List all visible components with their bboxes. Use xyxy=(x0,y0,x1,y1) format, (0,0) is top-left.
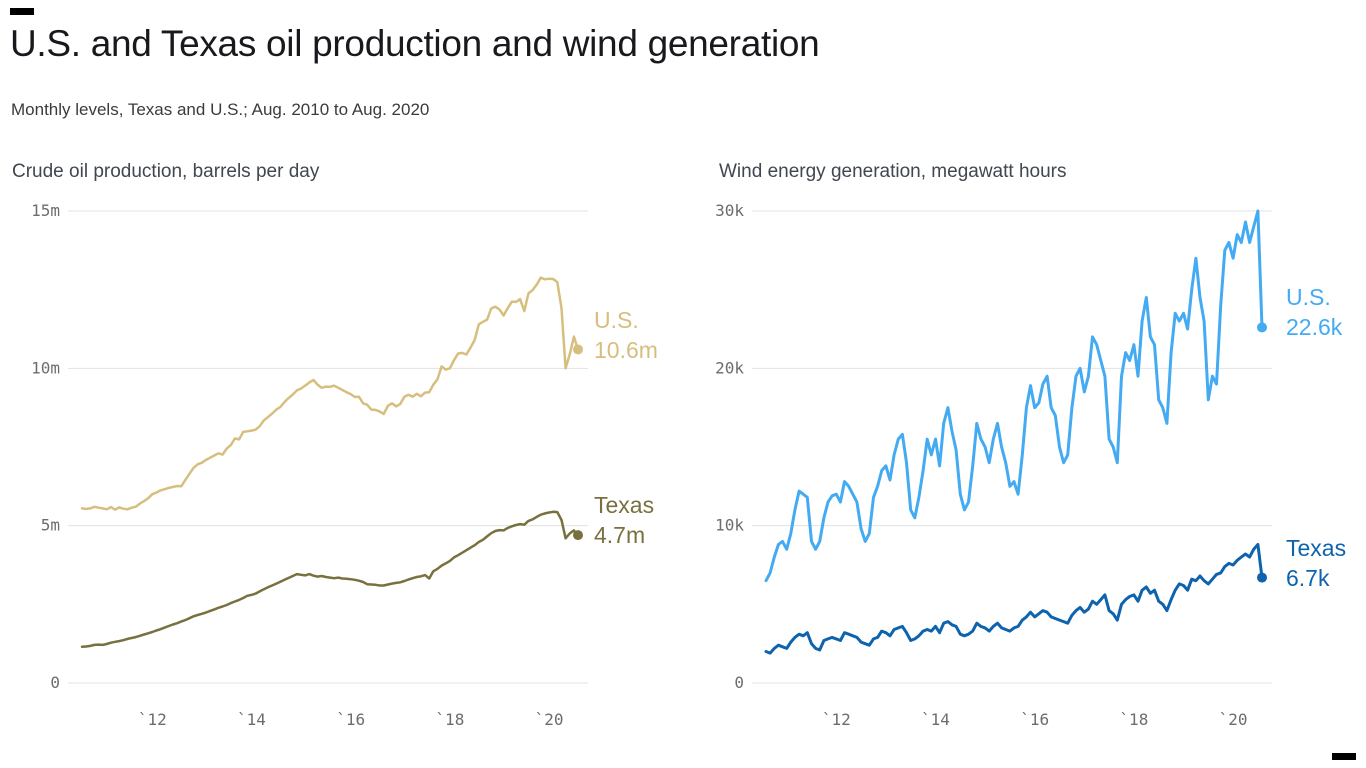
oil-texas-series-name: Texas xyxy=(594,492,655,518)
oil-chart: Crude oil production, barrels per day 0 5… xyxy=(10,160,682,743)
wind-us-series-name: U.S. xyxy=(1286,284,1331,310)
charts-row: Crude oil production, barrels per day 0 5… xyxy=(0,160,1366,743)
x-axis-tick-label: `16 xyxy=(336,710,365,729)
wind-U.S.-line xyxy=(764,209,1264,583)
wind-us-end-label: U.S. 22.6k xyxy=(1286,282,1342,342)
page-title: U.S. and Texas oil production and wind g… xyxy=(10,23,820,64)
x-axis-tick-label: `14 xyxy=(237,710,266,729)
x-axis-tick-label: `14 xyxy=(921,710,950,729)
y-axis-tick-label: 0 xyxy=(734,673,744,692)
wind-chart-title: Wind energy generation, megawatt hours xyxy=(719,161,1067,182)
oil-texas-end-label: Texas 4.7m xyxy=(594,490,654,550)
x-axis-tick-label: `18 xyxy=(435,710,464,729)
wind-chart-plot: 0 10k 20k 30k `12 `14 `16 `18 `20 xyxy=(715,201,1272,729)
y-axis-tick-label: 30k xyxy=(715,201,744,220)
wind-U.S.-end-dot xyxy=(1257,322,1267,333)
page-subtitle: Monthly levels, Texas and U.S.; Aug. 201… xyxy=(11,100,430,119)
wind-Texas-end-dot xyxy=(1257,572,1267,583)
x-axis-tick-label: `20 xyxy=(535,710,564,729)
wind-texas-end-label: Texas 6.7k xyxy=(1286,533,1346,593)
oil-us-series-name: U.S. xyxy=(594,307,639,333)
x-axis-tick-label: `12 xyxy=(822,710,851,729)
y-axis-tick-label: 10k xyxy=(715,516,744,535)
chart-header: U.S. and Texas oil production and wind g… xyxy=(0,0,1366,120)
oil-chart-plot: 0 5m 10m 15m `12 `14 `16 `18 `20 xyxy=(31,201,588,729)
oil-Texas-line xyxy=(80,510,580,649)
wind-Texas-line xyxy=(764,543,1264,655)
oil-Texas-end-dot xyxy=(573,530,583,541)
y-axis-tick-label: 20k xyxy=(715,358,744,377)
x-axis-tick-label: `18 xyxy=(1119,710,1148,729)
brand-mark-bottom-right xyxy=(1332,753,1356,760)
wind-chart: Wind energy generation, megawatt hours 0… xyxy=(694,160,1366,743)
oil-us-end-value: 10.6m xyxy=(594,337,658,363)
y-axis-tick-label: 0 xyxy=(50,673,60,692)
oil-us-end-label: U.S. 10.6m xyxy=(594,305,658,365)
oil-U.S.-line xyxy=(80,276,580,511)
y-axis-tick-label: 5m xyxy=(41,516,60,535)
oil-texas-end-value: 4.7m xyxy=(594,522,646,548)
wind-texas-series-name: Texas xyxy=(1286,535,1347,561)
wind-texas-end-value: 6.7k xyxy=(1286,565,1330,591)
brand-mark-top-left xyxy=(10,8,34,15)
oil-chart-title: Crude oil production, barrels per day xyxy=(12,161,320,182)
oil-U.S.-end-dot xyxy=(573,344,583,355)
y-axis-tick-label: 15m xyxy=(31,201,60,220)
x-axis-tick-label: `12 xyxy=(138,710,167,729)
x-axis-tick-label: `20 xyxy=(1219,710,1248,729)
x-axis-tick-label: `16 xyxy=(1020,710,1049,729)
wind-us-end-value: 22.6k xyxy=(1286,314,1343,340)
y-axis-tick-label: 10m xyxy=(31,358,60,377)
